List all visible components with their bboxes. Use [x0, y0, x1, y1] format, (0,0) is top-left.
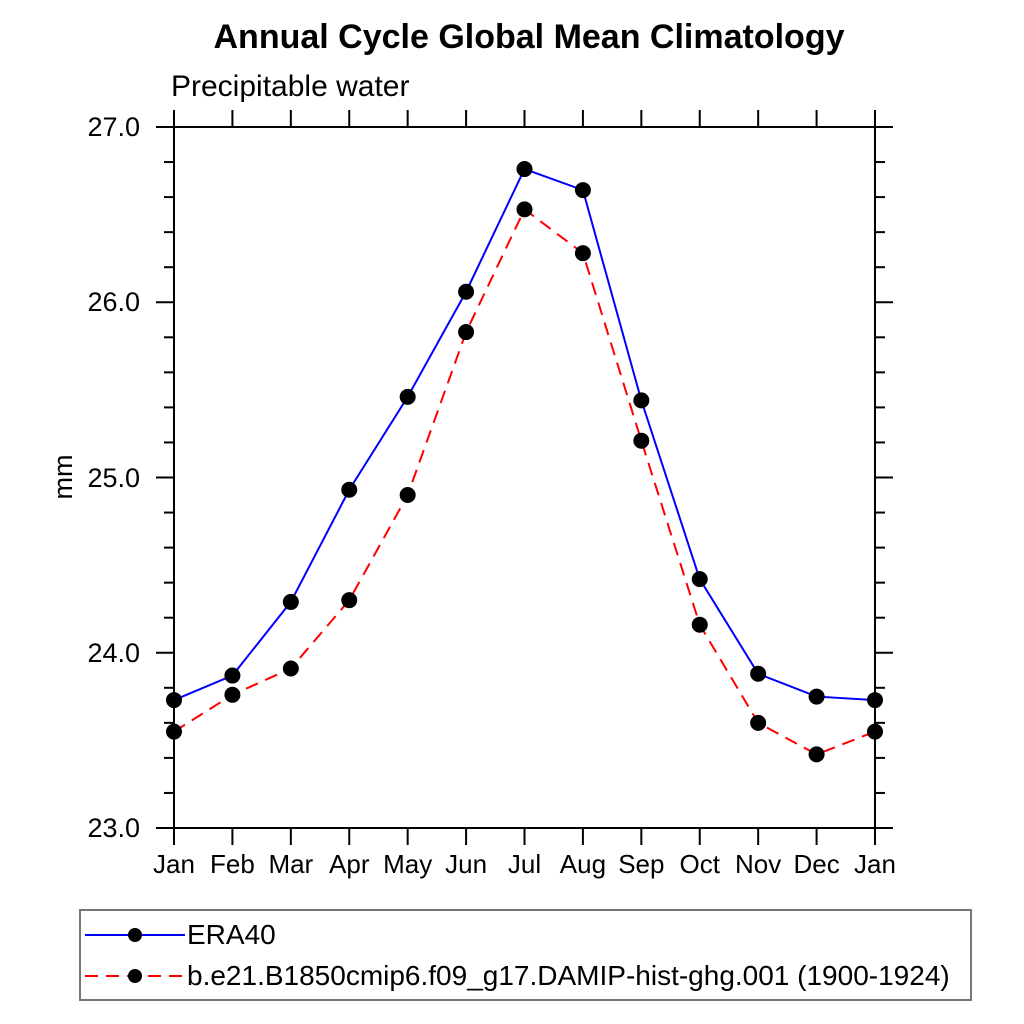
data-point-marker — [166, 692, 182, 709]
data-point-marker — [516, 161, 533, 178]
legend-line-sample-solid — [85, 927, 185, 942]
legend: ERA40 b.e21.B1850cmip6.f09_g17.DAMIP-his… — [79, 909, 972, 1001]
data-point-marker — [166, 723, 182, 740]
data-point-marker — [574, 245, 591, 262]
x-tick-label: Jan — [854, 849, 896, 879]
series-line-0 — [173, 167, 876, 702]
legend-item-era40: ERA40 — [81, 918, 970, 952]
chart-title: Annual Cycle Global Mean Climatology — [213, 18, 845, 56]
x-tick-label: May — [383, 849, 433, 879]
data-point-marker — [633, 392, 650, 409]
data-point-marker — [458, 283, 475, 300]
y-tick-label: 23.0 — [87, 813, 140, 843]
data-point-marker — [691, 571, 708, 588]
data-point-marker — [282, 593, 299, 610]
legend-label: ERA40 — [187, 918, 276, 950]
data-point-marker — [282, 660, 299, 677]
x-tick-label: Mar — [268, 849, 314, 879]
data-point-marker — [574, 182, 591, 199]
data-point-marker — [399, 487, 416, 504]
y-tick-label: 27.0 — [87, 112, 140, 142]
plot-border — [173, 126, 876, 829]
x-tick-label: Sep — [618, 849, 665, 879]
data-point-marker — [750, 665, 767, 682]
data-point-marker — [808, 688, 825, 705]
data-point-marker — [691, 616, 708, 633]
legend-item-damip: b.e21.B1850cmip6.f09_g17.DAMIP-hist-ghg.… — [81, 959, 970, 993]
data-point-marker — [750, 714, 767, 731]
legend-label: b.e21.B1850cmip6.f09_g17.DAMIP-hist-ghg.… — [187, 959, 950, 991]
data-point-marker — [458, 324, 475, 341]
x-tick-label: Oct — [679, 849, 720, 879]
data-point-marker — [516, 201, 533, 218]
data-point-marker — [633, 432, 650, 449]
chart-subtitle: Precipitable water — [171, 70, 410, 103]
data-point-marker — [808, 746, 825, 763]
data-point-marker — [867, 692, 883, 709]
x-tick-label: Jul — [507, 849, 542, 879]
data-point-marker — [867, 723, 883, 740]
y-tick-label: 26.0 — [87, 287, 140, 318]
data-point-marker — [341, 592, 358, 609]
x-tick-label: Aug — [559, 849, 607, 879]
legend-line-sample-dashed — [85, 968, 185, 983]
x-tick-label: Nov — [735, 849, 782, 879]
data-point-marker — [224, 667, 241, 684]
data-point-marker — [399, 388, 416, 405]
data-point-marker — [224, 686, 241, 703]
data-point-marker — [341, 481, 358, 498]
series-line-1 — [173, 207, 876, 756]
x-tick-label: Apr — [329, 849, 370, 879]
x-tick-label: Dec — [793, 849, 840, 879]
y-tick-label: 24.0 — [87, 637, 140, 668]
y-tick-label: 25.0 — [87, 462, 140, 493]
x-tick-label: Jan — [153, 849, 195, 879]
x-tick-label: Feb — [210, 849, 255, 879]
x-tick-label: Jun — [445, 849, 488, 879]
